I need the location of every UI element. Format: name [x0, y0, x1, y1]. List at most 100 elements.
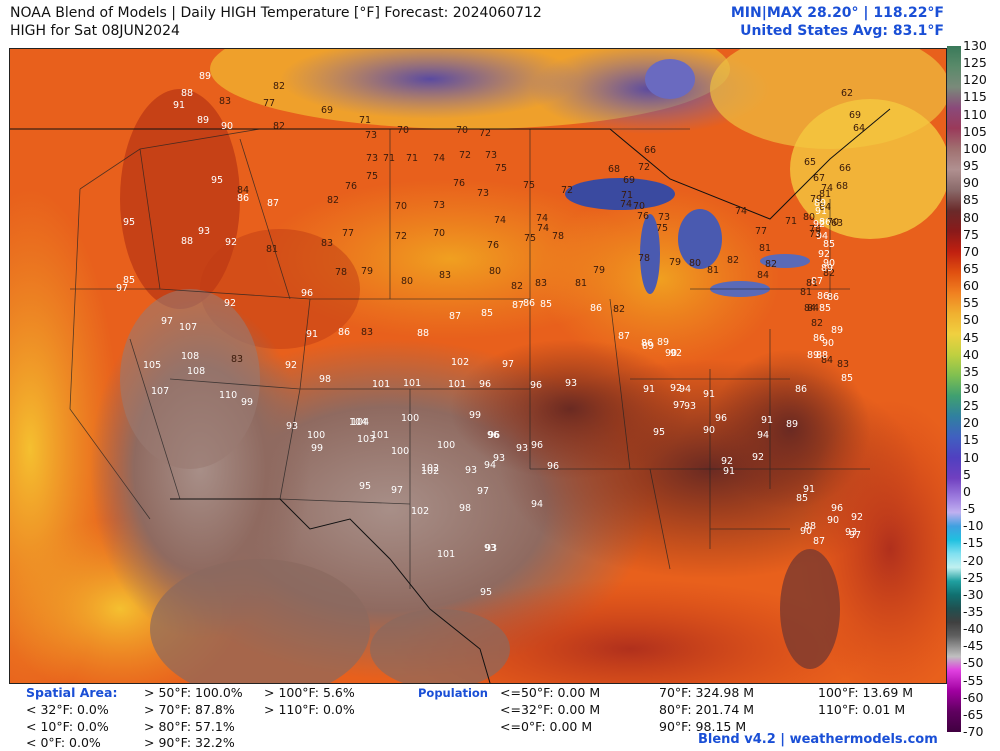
temperature-value: 84	[237, 185, 249, 196]
scale-tick-label: 45	[963, 329, 979, 345]
temperature-value: 98	[459, 503, 471, 514]
temperature-value: 83	[439, 270, 451, 281]
temperature-value: 62	[841, 88, 853, 99]
temperature-value: 88	[181, 88, 193, 99]
scale-tick-label: 90	[963, 175, 979, 191]
temperature-value: 101	[403, 378, 421, 389]
temperature-value: 86	[523, 298, 535, 309]
temperature-value: 83	[535, 278, 547, 289]
temperature-value: 91	[761, 415, 773, 426]
temperature-value: 81	[800, 287, 812, 298]
temperature-value: 81	[759, 243, 771, 254]
spatial-col1-0: < 32°F: 0.0%	[26, 702, 109, 717]
temperature-value: 81	[575, 278, 587, 289]
population-col2-0: 70°F: 324.98 M	[659, 685, 755, 700]
temperature-value: 83	[837, 359, 849, 370]
temperature-value: 82	[511, 281, 523, 292]
scale-tick-label: 85	[963, 192, 979, 208]
temperature-value: 87	[618, 331, 630, 342]
population-col1-0: <=50°F: 0.00 M	[500, 685, 601, 700]
temperature-value: 91	[803, 484, 815, 495]
temperature-value: 98	[319, 374, 331, 385]
temperature-value: 93	[493, 453, 505, 464]
scale-tick-label: -65	[963, 706, 984, 722]
scale-tick-label: 50	[963, 312, 979, 328]
temperature-value: 75	[495, 163, 507, 174]
temperature-value: 91	[815, 206, 827, 217]
temperature-value: 100	[391, 446, 409, 457]
temperature-value: 96	[479, 379, 491, 390]
temperature-value: 94	[531, 499, 543, 510]
temperature-value: 100	[401, 413, 419, 424]
temperature-value: 74	[494, 215, 506, 226]
spatial-col2-1: > 70°F: 87.8%	[144, 702, 235, 717]
temperature-value: 71	[621, 190, 633, 201]
scale-tick-label: 35	[963, 363, 979, 379]
population-label: Population	[418, 686, 488, 700]
temperature-value: 95	[480, 587, 492, 598]
temperature-value: 102	[451, 357, 469, 368]
temperature-value: 90	[703, 425, 715, 436]
temperature-value: 103	[357, 434, 375, 445]
spatial-col2-2: > 80°F: 57.1%	[144, 719, 235, 734]
temperature-value: 84	[807, 303, 819, 314]
temperature-value: 73	[365, 130, 377, 141]
temperature-value: 96	[487, 430, 499, 441]
scale-tick-label: -70	[963, 724, 984, 739]
temperature-value: 72	[479, 128, 491, 139]
temperature-value: 66	[839, 163, 851, 174]
temperature-value: 93	[565, 378, 577, 389]
scale-tick-label: 25	[963, 398, 979, 414]
temperature-value: 83	[321, 238, 333, 249]
temperature-value: 101	[437, 549, 455, 560]
temperature-value: 91	[173, 100, 185, 111]
temperature-value: 82	[811, 318, 823, 329]
scale-tick-label: 30	[963, 381, 979, 396]
temperature-value: 84	[821, 355, 833, 366]
temperature-value: 75	[656, 223, 668, 234]
temperature-value: 71	[785, 216, 797, 227]
scale-tick-label: 130	[963, 38, 987, 53]
temperature-value: 67	[813, 173, 825, 184]
temperature-value: 91	[703, 389, 715, 400]
temperature-value: 74	[537, 223, 549, 234]
temperature-value: 65	[804, 157, 816, 168]
temperature-value: 82	[327, 195, 339, 206]
temperature-value: 87	[512, 300, 524, 311]
scale-tick-label: 115	[963, 89, 987, 105]
temperature-value: 92	[818, 249, 830, 260]
temperature-value: 70	[633, 201, 645, 212]
scale-tick-label: 125	[963, 55, 987, 71]
temperature-value: 108	[187, 366, 205, 377]
temperature-value: 79	[361, 266, 373, 277]
temperature-value: 94	[679, 384, 691, 395]
temperature-value: 88	[181, 236, 193, 247]
population-col3-0: 100°F: 13.69 M	[818, 685, 914, 700]
temperature-value: 78	[335, 267, 347, 278]
temperature-value: 89	[657, 337, 669, 348]
temperature-value: 92	[285, 360, 297, 371]
temperature-value: 92	[721, 456, 733, 467]
scale-tick-label: -45	[963, 638, 984, 654]
temperature-value: 69	[849, 110, 861, 121]
scale-tick-label: -50	[963, 655, 984, 671]
temperature-value: 78	[552, 231, 564, 242]
temperature-value: 85	[819, 303, 831, 314]
temperature-value: 87	[811, 276, 823, 287]
temperature-value: 92	[224, 298, 236, 309]
temperature-value: 99	[311, 443, 323, 454]
temperature-value: 75	[524, 233, 536, 244]
temperature-value: 93	[684, 401, 696, 412]
temperature-value: 70	[395, 201, 407, 212]
population-col1-1: <=32°F: 0.00 M	[500, 702, 601, 717]
temperature-value: 70	[433, 228, 445, 239]
temperature-value: 82	[823, 268, 835, 279]
temperature-value: 89	[807, 350, 819, 361]
temperature-value: 93	[484, 543, 496, 554]
temperature-value: 88	[804, 521, 816, 532]
temperature-value: 66	[644, 145, 656, 156]
population-col2-2: 90°F: 98.15 M	[659, 719, 747, 734]
temperature-value: 72	[459, 150, 471, 161]
temperature-value: 72	[395, 231, 407, 242]
temperature-value: 70	[827, 217, 839, 228]
